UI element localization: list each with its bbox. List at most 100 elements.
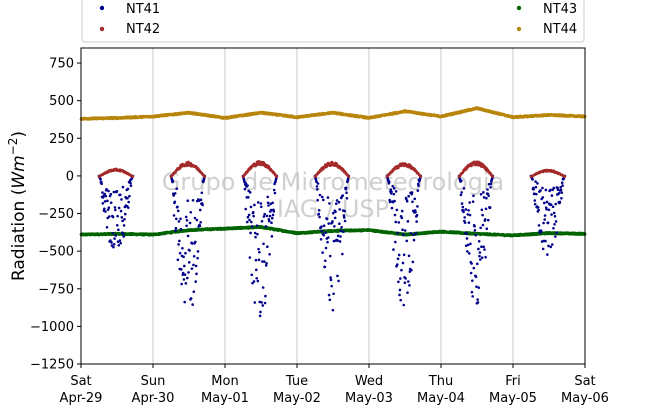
data-point-nt41 xyxy=(340,225,343,229)
data-point-nt41 xyxy=(196,250,200,253)
data-point-nt41 xyxy=(463,216,467,219)
data-point-nt41 xyxy=(322,233,326,237)
data-point-nt41 xyxy=(320,229,324,233)
data-point-nt41 xyxy=(406,280,410,283)
data-point-nt41 xyxy=(323,259,327,263)
data-point-nt41 xyxy=(329,276,332,279)
data-point-nt41 xyxy=(103,200,107,203)
data-point-nt41 xyxy=(192,263,195,267)
grid-layer xyxy=(152,48,514,364)
data-point-nt41 xyxy=(546,253,549,256)
data-point-nt41 xyxy=(543,218,546,221)
data-point-nt41 xyxy=(262,242,265,246)
data-point-nt41 xyxy=(184,215,188,219)
data-point-nt41 xyxy=(244,207,247,211)
data-point-nt41 xyxy=(465,232,468,236)
data-point-nt41 xyxy=(482,191,485,194)
data-point-nt41 xyxy=(101,191,104,194)
data-point-nt41 xyxy=(121,185,125,189)
data-point-nt41 xyxy=(173,200,177,204)
data-point-nt41 xyxy=(461,205,465,209)
data-point-nt41 xyxy=(341,194,345,197)
data-point-nt41 xyxy=(263,212,266,216)
data-point-nt41 xyxy=(120,216,124,219)
series-nt44 xyxy=(79,106,587,121)
x-tick-label-date: Apr-29 xyxy=(60,391,103,406)
data-point-nt41 xyxy=(321,251,324,254)
data-point-nt41 xyxy=(556,188,560,192)
data-point-nt41 xyxy=(188,221,192,225)
data-point-nt41 xyxy=(410,268,413,272)
data-point-nt41 xyxy=(555,231,558,235)
data-point-nt41 xyxy=(180,282,183,286)
x-tick-label-day: Tue xyxy=(285,374,308,389)
data-point-nt41 xyxy=(116,240,120,243)
data-point-nt42 xyxy=(203,175,207,178)
data-point-nt41 xyxy=(182,255,185,259)
data-point-nt41 xyxy=(260,219,264,223)
data-point-nt41 xyxy=(405,199,409,203)
data-point-nt41 xyxy=(256,279,260,283)
data-point-nt41 xyxy=(316,182,320,185)
data-point-nt41 xyxy=(331,211,335,215)
legend-label-nt42: NT42 xyxy=(126,22,160,37)
data-point-nt41 xyxy=(326,196,330,199)
data-point-nt41 xyxy=(551,188,554,192)
data-point-nt41 xyxy=(465,237,469,240)
data-point-nt41 xyxy=(328,298,332,302)
data-point-nt41 xyxy=(107,189,110,193)
data-point-nt41 xyxy=(112,243,116,246)
data-point-nt41 xyxy=(482,245,486,249)
data-point-nt41 xyxy=(544,239,547,243)
data-point-nt41 xyxy=(328,254,332,258)
data-point-nt41 xyxy=(111,215,115,219)
data-point-nt41 xyxy=(333,216,337,220)
data-point-nt41 xyxy=(260,301,263,304)
data-point-nt41 xyxy=(341,252,344,256)
data-point-nt41 xyxy=(176,205,179,209)
data-point-nt41 xyxy=(194,280,198,283)
data-point-nt41 xyxy=(189,210,193,214)
data-point-nt41 xyxy=(480,208,484,212)
data-point-nt41 xyxy=(478,258,482,261)
data-point-nt41 xyxy=(335,199,339,202)
data-point-nt41 xyxy=(189,297,193,300)
data-point-nt41 xyxy=(534,180,537,183)
data-point-nt41 xyxy=(271,201,274,205)
data-point-nt41 xyxy=(246,184,249,187)
data-point-nt41 xyxy=(468,201,471,204)
data-point-nt41 xyxy=(105,226,109,229)
data-point-nt41 xyxy=(547,208,551,212)
data-point-nt41 xyxy=(535,192,538,196)
data-point-nt41 xyxy=(336,234,340,238)
data-point-nt41 xyxy=(265,261,268,265)
data-point-nt41 xyxy=(103,207,106,211)
data-point-nt41 xyxy=(172,214,176,217)
data-point-nt41 xyxy=(531,178,534,181)
data-point-nt41 xyxy=(392,248,395,251)
data-point-nt41 xyxy=(541,247,545,251)
watermark-line2: IAG / USP xyxy=(277,195,389,223)
data-point-nt41 xyxy=(269,208,273,212)
data-point-nt41 xyxy=(342,230,345,233)
data-point-nt41 xyxy=(471,200,475,203)
data-point-nt41 xyxy=(253,203,256,207)
data-point-nt41 xyxy=(546,221,550,224)
data-point-nt41 xyxy=(467,208,470,212)
data-point-nt41 xyxy=(259,205,263,209)
data-point-nt41 xyxy=(329,278,333,282)
plot-frame xyxy=(80,47,586,365)
data-point-nt41 xyxy=(401,261,405,265)
data-point-nt41 xyxy=(397,280,400,284)
data-point-nt41 xyxy=(387,180,391,183)
data-point-nt41 xyxy=(259,202,263,205)
data-point-nt41 xyxy=(177,220,181,223)
data-point-nt41 xyxy=(404,277,407,280)
data-point-nt41 xyxy=(557,191,561,195)
data-point-nt41 xyxy=(549,245,553,249)
data-point-nt41 xyxy=(128,194,131,198)
data-point-nt41 xyxy=(109,239,112,242)
data-point-nt41 xyxy=(393,199,396,203)
data-point-nt41 xyxy=(560,191,564,194)
